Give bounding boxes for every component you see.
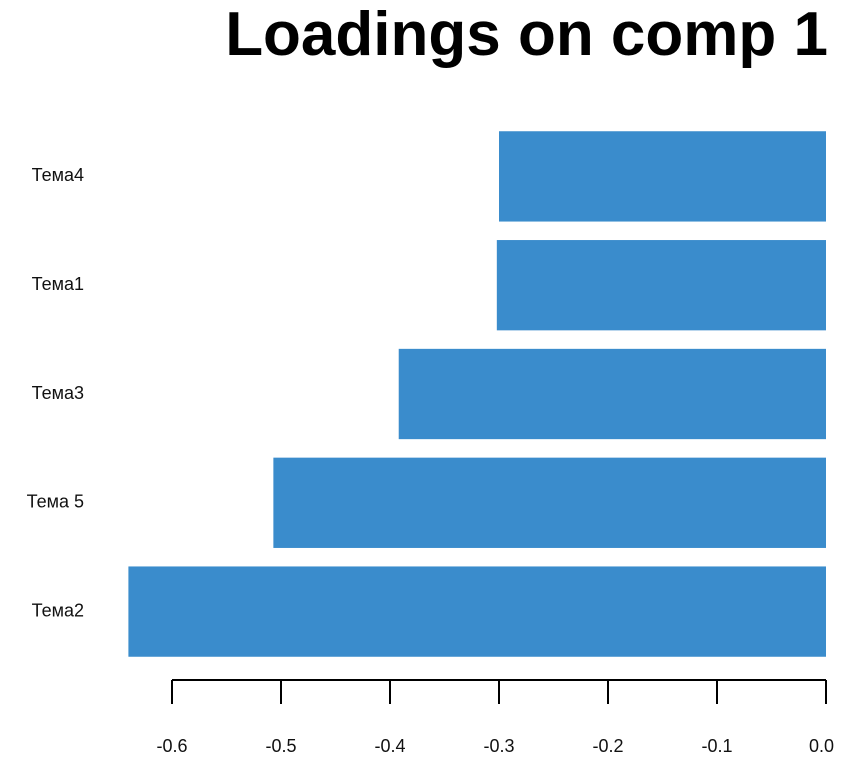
x-tick-label: -0.6 <box>156 736 187 756</box>
x-tick-label: -0.3 <box>483 736 514 756</box>
x-tick-label: 0.0 <box>809 736 834 756</box>
bar-тема4 <box>499 131 826 222</box>
category-label-тема3: Тема3 <box>32 383 84 403</box>
category-label-тема4: Тема4 <box>32 165 84 185</box>
category-labels: Тема2 Тема 5 Тема3 Тема1 Тема4 <box>27 165 84 620</box>
x-tick-label: -0.2 <box>592 736 623 756</box>
x-axis: -0.6 -0.5 -0.4 -0.3 -0.2 -0.1 0.0 <box>156 679 834 756</box>
x-tick-label: -0.5 <box>265 736 296 756</box>
bar-тема-5 <box>273 457 826 548</box>
bar-тема1 <box>496 240 826 331</box>
chart-title: Loadings on comp 1 <box>225 0 828 69</box>
category-label-тема1: Тема1 <box>32 274 84 294</box>
category-label-тема-5: Тема 5 <box>27 492 84 512</box>
bar-тема3 <box>398 348 826 440</box>
bars-layer <box>128 131 826 657</box>
x-tick-label: -0.4 <box>374 736 405 756</box>
bar-тема2 <box>128 566 826 657</box>
x-tick-label: -0.1 <box>701 736 732 756</box>
category-label-тема2: Тема2 <box>32 600 84 620</box>
